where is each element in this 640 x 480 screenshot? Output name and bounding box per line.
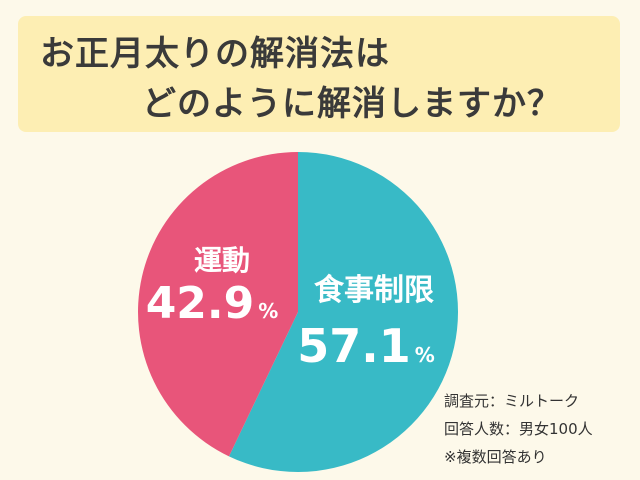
multiple-answers-note: ※複数回答あり bbox=[444, 448, 547, 466]
pie-slice-0 bbox=[228, 152, 459, 473]
slice-value-0: 57.1% bbox=[297, 319, 435, 373]
title-line-1: お正月太りの解消法は bbox=[40, 34, 390, 74]
slice-value-1: 42.9% bbox=[146, 278, 279, 329]
survey-source-note: 調査元：ミルトーク bbox=[444, 392, 580, 410]
title-banner: お正月太りの解消法は どのように解消しますか？ bbox=[18, 16, 620, 132]
title-line-2: どのように解消しますか？ bbox=[142, 84, 562, 124]
slice-label-1: 運動 bbox=[194, 244, 250, 277]
slice-label-0: 食事制限 bbox=[314, 273, 434, 308]
pie-slice-1 bbox=[138, 152, 298, 457]
respondents-note: 回答人数：男女100人 bbox=[444, 420, 593, 438]
